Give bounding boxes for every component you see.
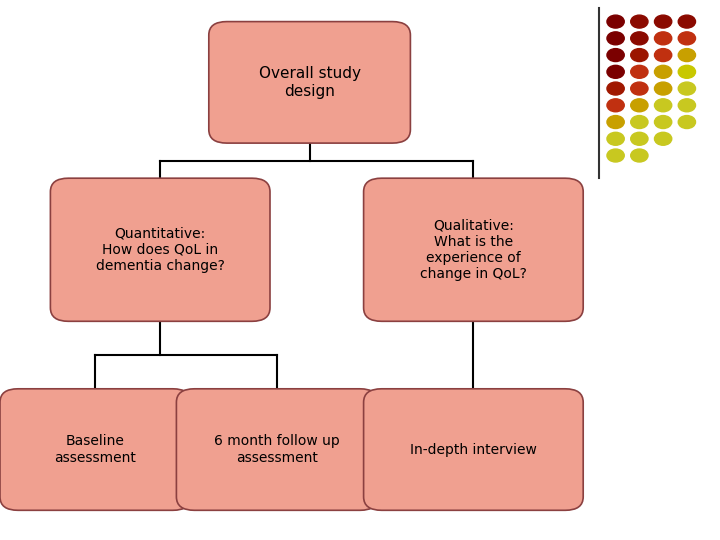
Circle shape — [607, 99, 624, 112]
Circle shape — [607, 116, 624, 129]
Circle shape — [607, 49, 624, 62]
Circle shape — [654, 116, 672, 129]
Circle shape — [631, 149, 648, 162]
Text: 6 month follow up
assessment: 6 month follow up assessment — [215, 435, 340, 464]
Circle shape — [631, 99, 648, 112]
Circle shape — [678, 32, 696, 45]
Text: In-depth interview: In-depth interview — [410, 443, 537, 456]
FancyBboxPatch shape — [364, 389, 583, 510]
Circle shape — [631, 49, 648, 62]
Circle shape — [654, 99, 672, 112]
Circle shape — [654, 132, 672, 145]
Circle shape — [654, 82, 672, 95]
Circle shape — [607, 82, 624, 95]
Text: Overall study
design: Overall study design — [258, 66, 361, 98]
FancyBboxPatch shape — [50, 178, 270, 321]
Circle shape — [678, 15, 696, 28]
FancyBboxPatch shape — [0, 389, 191, 510]
Circle shape — [607, 15, 624, 28]
Circle shape — [654, 15, 672, 28]
Circle shape — [607, 149, 624, 162]
Circle shape — [631, 65, 648, 78]
Circle shape — [654, 65, 672, 78]
Circle shape — [607, 32, 624, 45]
Text: Baseline
assessment: Baseline assessment — [55, 435, 136, 464]
Circle shape — [631, 32, 648, 45]
FancyBboxPatch shape — [209, 22, 410, 143]
Circle shape — [631, 116, 648, 129]
Circle shape — [607, 65, 624, 78]
FancyBboxPatch shape — [176, 389, 378, 510]
Circle shape — [678, 99, 696, 112]
Circle shape — [678, 116, 696, 129]
Circle shape — [678, 49, 696, 62]
Circle shape — [654, 49, 672, 62]
Circle shape — [607, 132, 624, 145]
Circle shape — [678, 82, 696, 95]
Circle shape — [631, 132, 648, 145]
Circle shape — [631, 15, 648, 28]
Text: Quantitative:
How does QoL in
dementia change?: Quantitative: How does QoL in dementia c… — [96, 227, 225, 273]
Circle shape — [631, 82, 648, 95]
FancyBboxPatch shape — [364, 178, 583, 321]
Text: Qualitative:
What is the
experience of
change in QoL?: Qualitative: What is the experience of c… — [420, 219, 527, 281]
Circle shape — [654, 32, 672, 45]
Circle shape — [678, 65, 696, 78]
